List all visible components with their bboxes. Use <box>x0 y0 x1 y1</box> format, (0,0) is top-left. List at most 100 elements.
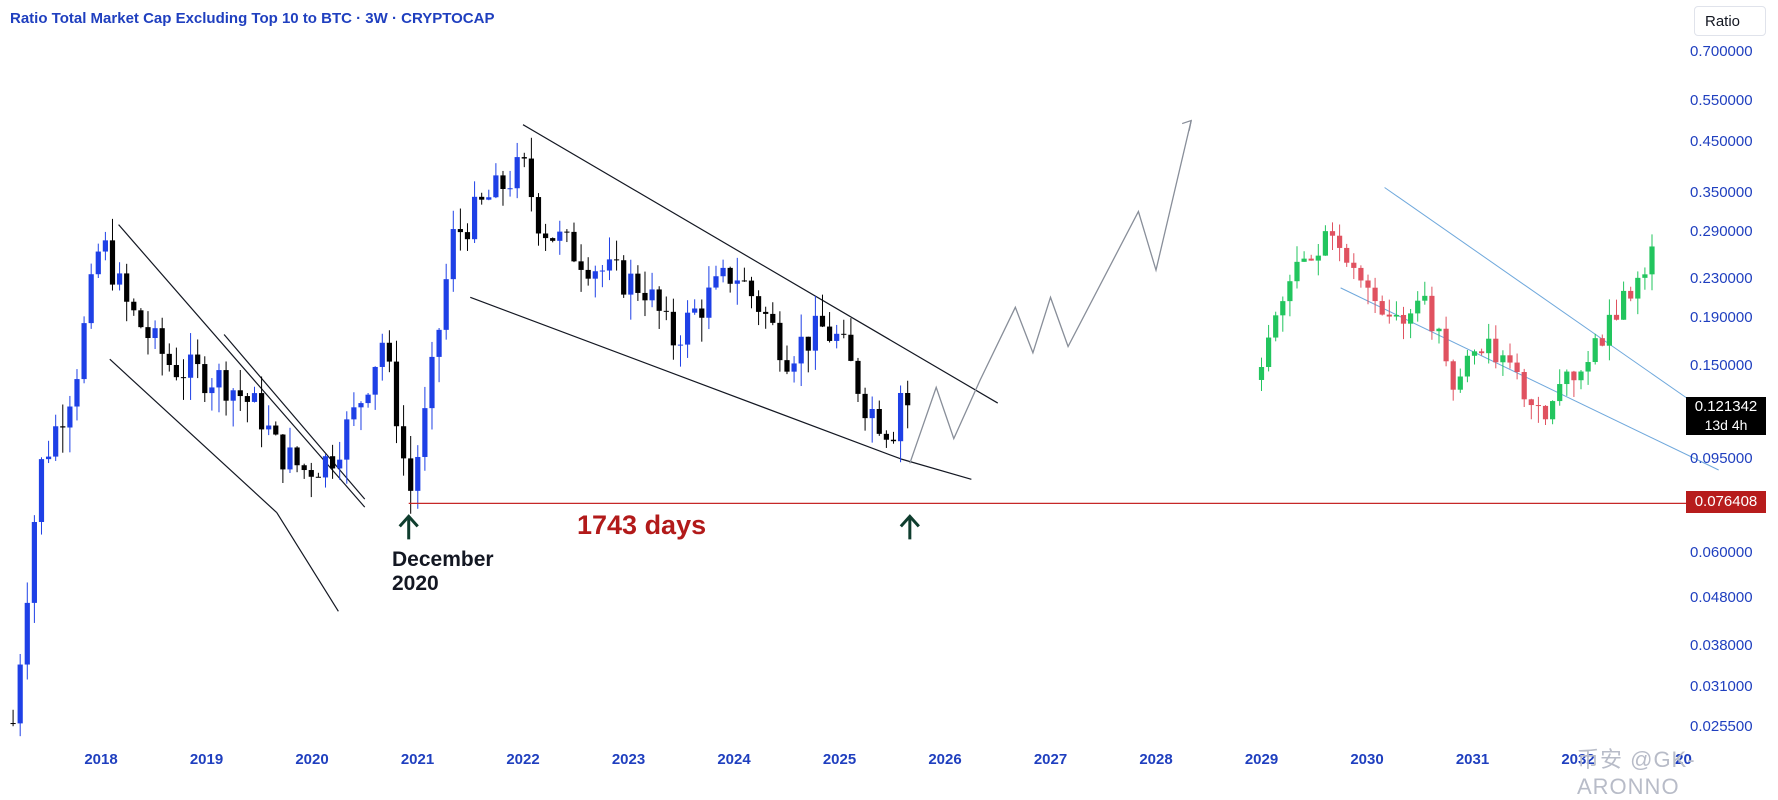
candle <box>464 223 471 251</box>
projection-line <box>909 120 1192 464</box>
fractal-candle <box>1301 251 1307 262</box>
candle <box>322 454 329 488</box>
current-price-badge: 0.121342 13d 4h <box>1686 397 1766 436</box>
fractal-candle <box>1294 246 1300 289</box>
candle <box>578 244 584 292</box>
price-tick-label: 0.700000 <box>1690 43 1753 60</box>
fractal-candle <box>1308 254 1314 261</box>
candle <box>450 210 456 292</box>
candle <box>826 312 833 343</box>
trendline <box>276 512 339 612</box>
fractal-candle <box>1557 369 1563 406</box>
candle <box>649 272 655 308</box>
price-tick-label: 0.060000 <box>1690 543 1753 561</box>
candle <box>379 333 385 381</box>
candle <box>436 328 442 383</box>
candle <box>493 163 499 199</box>
candle <box>897 385 904 463</box>
candle <box>613 240 620 271</box>
candle <box>301 463 307 479</box>
date-tick-label: 2027 <box>1033 751 1068 768</box>
candle <box>699 299 705 342</box>
candle <box>216 363 222 413</box>
support-price-badge: 0.076408 <box>1686 491 1766 513</box>
candle <box>386 330 392 373</box>
candle <box>585 257 591 286</box>
fractal-candle <box>1365 274 1371 305</box>
date-tick-label: 2026 <box>928 751 962 768</box>
fractal-candle <box>1450 359 1456 401</box>
trendline <box>109 358 278 514</box>
candles <box>10 137 911 737</box>
fractal-candle <box>1535 396 1541 423</box>
candle <box>507 170 513 197</box>
fractal-candle <box>1514 353 1520 380</box>
candle <box>408 436 414 514</box>
up-arrow-icon <box>398 514 419 540</box>
fractal-candle <box>1280 296 1286 332</box>
candle <box>514 142 520 199</box>
candle <box>280 434 286 483</box>
candle <box>173 347 179 381</box>
candle <box>677 335 684 367</box>
date-tick-label: 2024 <box>717 751 751 768</box>
scale-mode-button[interactable]: Ratio <box>1694 6 1766 36</box>
watermark: 币安 @GK-ARONNO <box>1577 747 1696 799</box>
date-tick-label: 2029 <box>1244 751 1279 768</box>
fractal-candle <box>1585 350 1591 385</box>
candle <box>834 324 840 349</box>
candle <box>10 709 16 727</box>
candle <box>628 259 634 320</box>
candle <box>131 298 137 316</box>
chart-title: Ratio Total Market Cap Excluding Top 10 … <box>10 10 495 27</box>
candle <box>116 262 123 291</box>
fractal-candle <box>1408 308 1414 339</box>
chart-background <box>0 0 1778 779</box>
price-tick-label: 0.450000 <box>1690 133 1753 151</box>
price-tick-label: 0.190000 <box>1690 308 1753 326</box>
candle <box>706 266 712 330</box>
candle <box>876 400 882 436</box>
candle <box>670 298 676 360</box>
candle <box>53 414 59 461</box>
candle <box>763 306 769 329</box>
candle <box>45 440 52 464</box>
candle <box>329 444 336 479</box>
duration-annotation: 1743 days <box>577 510 707 540</box>
candle <box>17 653 23 737</box>
fractal-candle <box>1273 311 1279 342</box>
candle <box>521 152 527 168</box>
candle <box>237 369 243 411</box>
fractal-candle <box>1287 274 1293 317</box>
candle <box>443 263 449 340</box>
date-tick-label: 2030 <box>1350 751 1384 768</box>
fractal-candle <box>1351 253 1357 280</box>
price-chart[interactable] <box>0 0 1778 779</box>
fractal-candle <box>1393 301 1399 321</box>
price-tick-label: 0.550000 <box>1690 92 1753 110</box>
candle <box>315 472 321 478</box>
candle <box>95 243 101 279</box>
candle <box>60 404 66 453</box>
candle <box>102 231 108 261</box>
fractal-candle <box>1592 333 1598 365</box>
fractal-candle <box>1521 368 1527 408</box>
date-tick-label: 2021 <box>400 751 435 768</box>
fractal-candle <box>1599 334 1605 347</box>
fractal-candle <box>1266 324 1272 372</box>
fractal-candle <box>1258 357 1265 392</box>
candle <box>31 515 37 623</box>
fractal-candle <box>1628 286 1634 302</box>
fractal-candle <box>1436 327 1442 344</box>
candle <box>273 421 279 436</box>
up-arrow-icon <box>899 514 920 540</box>
date-tick-label: 2018 <box>84 751 118 768</box>
fractal-candle <box>1571 370 1577 397</box>
candle <box>784 345 790 375</box>
fractal-candle <box>1493 325 1499 369</box>
fractal-candle <box>1528 398 1534 420</box>
candle <box>244 393 250 423</box>
fractal-candle <box>1344 243 1350 267</box>
candle <box>152 320 158 350</box>
fractal-candle <box>1315 244 1321 276</box>
